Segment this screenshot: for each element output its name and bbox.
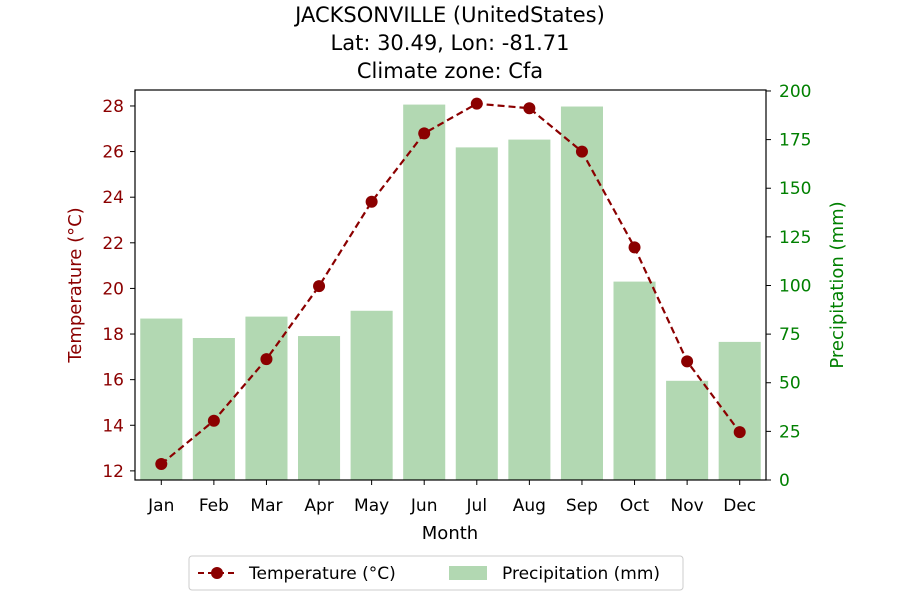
x-axis: Jan Feb Mar Apr May Jun Jul Aug Sep Oct Nov Dec bbox=[147, 480, 756, 516]
temperature-axis: 12 14 16 18 20 22 24 26 28 bbox=[102, 97, 135, 482]
precipitation-bar-feb bbox=[192, 338, 235, 480]
temperature-point-mar bbox=[260, 353, 273, 366]
x-tick-label: Aug bbox=[513, 496, 546, 516]
x-tick-label: Apr bbox=[304, 496, 333, 516]
temperature-tick-label: 22 bbox=[102, 234, 124, 254]
precipitation-bar-jan bbox=[140, 318, 183, 480]
x-tick-label: Dec bbox=[723, 496, 756, 516]
temperature-point-sep bbox=[575, 145, 588, 158]
precipitation-tick-label: 125 bbox=[779, 228, 811, 248]
chart-title: JACKSONVILLE (UnitedStates) Lat: 30.49, … bbox=[293, 3, 605, 83]
precipitation-tick-label: 25 bbox=[779, 422, 801, 442]
temperature-axis-label: Temperature (°C) bbox=[65, 207, 86, 363]
precipitation-bar-aug bbox=[508, 139, 551, 480]
x-tick-label: Feb bbox=[199, 496, 229, 516]
legend-temperature-marker-icon bbox=[211, 567, 223, 579]
precipitation-bar-oct bbox=[613, 281, 656, 480]
temperature-series bbox=[155, 97, 746, 471]
precipitation-bar-dec bbox=[718, 341, 761, 480]
temperature-tick-label: 16 bbox=[102, 371, 124, 391]
title-line-climate-zone: Climate zone: Cfa bbox=[357, 59, 543, 83]
precipitation-bar-jun bbox=[403, 104, 446, 480]
temperature-tick-label: 12 bbox=[102, 462, 124, 482]
temperature-tick-label: 24 bbox=[102, 188, 124, 208]
x-tick-label: Jan bbox=[147, 496, 174, 516]
precipitation-tick-label: 100 bbox=[779, 276, 811, 296]
precipitation-tick-label: 0 bbox=[779, 471, 790, 491]
precipitation-bar-may bbox=[350, 310, 393, 480]
x-tick-label: Jun bbox=[410, 496, 438, 516]
legend: Temperature (°C) Precipitation (mm) bbox=[188, 555, 684, 591]
temperature-point-may bbox=[365, 195, 378, 208]
legend-box bbox=[188, 555, 684, 591]
x-tick-label: Oct bbox=[620, 496, 650, 516]
precipitation-bar-mar bbox=[245, 316, 288, 480]
temperature-point-nov bbox=[681, 355, 694, 368]
precipitation-tick-label: 175 bbox=[779, 131, 811, 151]
temperature-line bbox=[160, 102, 741, 465]
temperature-tick-label: 18 bbox=[102, 325, 124, 345]
precipitation-bar-nov bbox=[666, 380, 709, 480]
temperature-point-oct bbox=[628, 241, 641, 254]
precipitation-axis-label: Precipitation (mm) bbox=[827, 201, 848, 368]
temperature-tick-label: 26 bbox=[102, 143, 124, 163]
precipitation-tick-label: 75 bbox=[779, 325, 801, 345]
temperature-point-jan bbox=[155, 458, 168, 471]
x-tick-label: May bbox=[354, 496, 389, 516]
precipitation-tick-label: 150 bbox=[779, 179, 811, 199]
legend-precipitation-label: Precipitation (mm) bbox=[502, 564, 660, 584]
temperature-point-apr bbox=[313, 280, 326, 293]
x-tick-label: Sep bbox=[566, 496, 598, 516]
temperature-tick-label: 14 bbox=[102, 416, 124, 436]
precipitation-bar-apr bbox=[298, 336, 341, 480]
x-axis-label: Month bbox=[422, 523, 478, 544]
precipitation-bar-jul bbox=[455, 147, 498, 481]
temperature-point-dec bbox=[733, 426, 746, 439]
temperature-point-feb bbox=[207, 414, 220, 427]
temperature-point-aug bbox=[523, 102, 536, 115]
temperature-tick-label: 20 bbox=[102, 279, 124, 299]
title-line-city: JACKSONVILLE (UnitedStates) bbox=[293, 3, 605, 27]
temperature-point-jul bbox=[470, 97, 483, 110]
legend-temperature-label: Temperature (°C) bbox=[248, 564, 396, 584]
precipitation-axis: 0 25 50 75 100 125 150 175 200 bbox=[766, 82, 811, 491]
x-tick-label: Mar bbox=[250, 496, 282, 516]
legend-precipitation-swatch-icon bbox=[449, 566, 487, 580]
x-tick-label: Nov bbox=[671, 496, 704, 516]
temperature-tick-label: 28 bbox=[102, 97, 124, 117]
precipitation-bar-sep bbox=[560, 106, 603, 481]
temperature-point-jun bbox=[418, 127, 431, 140]
x-tick-label: Jul bbox=[466, 496, 488, 516]
precipitation-tick-label: 50 bbox=[779, 374, 801, 394]
title-line-coordinates: Lat: 30.49, Lon: -81.71 bbox=[331, 31, 570, 55]
precipitation-tick-label: 200 bbox=[779, 82, 811, 102]
precipitation-bars bbox=[140, 104, 761, 481]
